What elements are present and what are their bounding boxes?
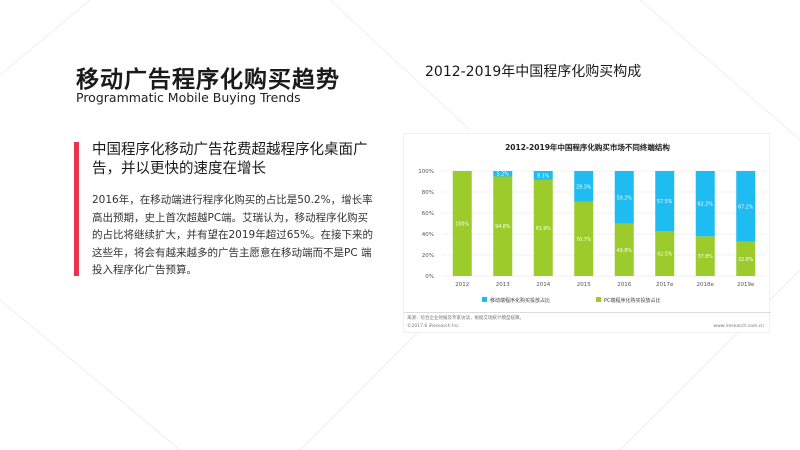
data-label-mobile: 5.2% — [497, 172, 510, 178]
y-tick-label: 20% — [422, 253, 434, 259]
y-tick-label: 0% — [425, 274, 434, 280]
data-label-mobile: 29.3% — [576, 184, 592, 190]
page-subtitle: Programmatic Mobile Buying Trends — [76, 90, 301, 105]
data-label-pc: 70.7% — [576, 237, 592, 243]
legend-swatch-pc — [596, 297, 601, 302]
bar-segment-mobile — [736, 171, 756, 242]
data-label-pc: 100% — [455, 222, 469, 228]
bar-segment-pc — [695, 236, 715, 276]
bar-segment-mobile — [493, 171, 513, 177]
x-tick-label: 2015 — [577, 282, 591, 288]
y-tick-label: 80% — [422, 190, 434, 196]
stacked-bar-chart: 0% 20% 40% 60% 80% 100% 100% 2012 94.8% 5.2% 2013 9… — [418, 169, 766, 304]
data-label-mobile: 8.1% — [537, 173, 550, 179]
data-label-mobile: 62.2% — [698, 202, 714, 208]
data-label-pc: 37.8% — [698, 254, 714, 260]
bar-segment-pc — [736, 241, 756, 276]
x-tick-label: 2012 — [455, 282, 469, 288]
x-tick-label: 2018e — [697, 282, 715, 288]
data-label-pc: 42.5% — [657, 252, 673, 258]
bar-segment-mobile — [533, 171, 553, 180]
y-tick-label: 60% — [422, 211, 434, 217]
x-tick-label: 2016 — [617, 282, 631, 288]
data-label-pc: 32.8% — [738, 257, 754, 263]
bar-segment-mobile — [574, 171, 594, 202]
data-label-mobile: 50.2% — [617, 195, 633, 201]
y-tick-label: 40% — [422, 232, 434, 238]
y-tick-label: 100% — [418, 169, 434, 175]
bar-segment-pc — [452, 171, 472, 276]
bar-segment-pc — [655, 231, 675, 276]
bar-segment-mobile — [614, 171, 634, 224]
x-tick-label: 2014 — [536, 282, 550, 288]
chart-title: 2012-2019年中国程序化购买市场不同终端结构 — [505, 143, 670, 152]
bar-segment-mobile — [655, 171, 675, 232]
legend-label-pc: PC端程序化购买投放占比 — [604, 297, 661, 304]
page-title: 移动广告程序化购买趋势 — [76, 67, 340, 93]
bar-segment-pc — [493, 176, 513, 276]
data-label-pc: 91.9% — [536, 226, 552, 232]
x-tick-label: 2013 — [496, 282, 510, 288]
chart-source: 来源：综合企业财报及专家访谈，根据艾瑞统计模型核算。 — [407, 316, 524, 321]
chart-copyright: ©2017.6 iResearch Inc — [407, 324, 459, 329]
bar-segment-mobile — [695, 171, 715, 237]
data-label-pc: 94.8% — [495, 224, 511, 230]
data-label-pc: 49.8% — [617, 248, 633, 254]
chart-footer-rule — [404, 312, 771, 313]
legend-label-mobile: 移动端程序化购买投放占比 — [490, 297, 550, 304]
x-tick-label: 2019e — [737, 282, 755, 288]
chart-section-title: 2012-2019年中国程序化购买构成 — [425, 64, 642, 80]
body-paragraph: 2016年，在移动端进行程序化购买的占比是50.2%，增长率高出预期，史上首次超… — [92, 194, 374, 276]
accent-bar — [74, 142, 79, 276]
chart-website: www.iresearch.com.cn — [713, 324, 764, 329]
bar-segment-pc — [533, 179, 553, 276]
data-label-mobile: 57.5% — [657, 199, 673, 205]
x-tick-label: 2017e — [656, 282, 674, 288]
headline: 中国程序化移动广告花费超越程序化桌面广告，并以更快的速度在增长 — [92, 142, 368, 177]
bar-segment-pc — [574, 201, 594, 276]
data-label-mobile: 67.2% — [738, 204, 754, 210]
chart-figure: 2012-2019年中国程序化购买市场不同终端结构 0% 20% 40% 60% 80%… — [403, 133, 771, 333]
bar-segment-pc — [614, 223, 634, 276]
legend-swatch-mobile — [482, 297, 487, 302]
